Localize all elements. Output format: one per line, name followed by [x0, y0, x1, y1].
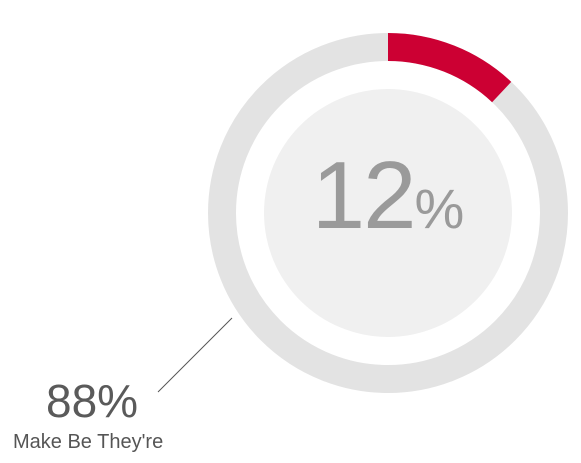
callout-value: 88%: [46, 378, 138, 424]
callout-line: [157, 317, 233, 393]
callout-value-unit: %: [97, 375, 139, 427]
callout-value-number: 88: [46, 375, 98, 427]
callout-label: Make Be They're: [13, 431, 164, 453]
center-value-unit: %: [414, 177, 465, 240]
inner-disc: [264, 89, 512, 337]
center-value: 12%: [268, 148, 508, 244]
slice-highlight: [208, 33, 568, 393]
center-value-number: 12: [311, 142, 417, 249]
